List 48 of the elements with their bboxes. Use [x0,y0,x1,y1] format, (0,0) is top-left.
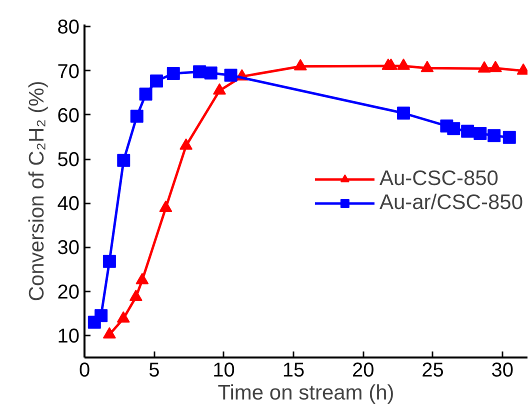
point [474,126,487,140]
point [102,254,116,268]
point [102,327,116,339]
point [384,58,398,70]
y-tick-label: 60 [57,104,80,127]
x-tick-label: 5 [148,360,160,382]
point [129,290,142,302]
point [130,110,144,123]
point [94,309,108,322]
point [420,60,434,72]
x-tick-label: 10 [212,360,235,382]
point [461,124,474,138]
point [150,74,164,88]
y-tick-label: 50 [57,149,80,172]
point [117,154,130,167]
point [488,60,502,72]
point [294,58,307,70]
y-axis-title: Conversion of C₂H₂ (%) [25,80,48,302]
point [397,58,410,70]
y-tick-label: 40 [57,193,80,216]
point [159,200,172,212]
legend-label: Au-CSC-850 [379,166,498,190]
x-tick-label: 15 [282,360,305,382]
y-tick-label: 70 [57,60,80,83]
x-tick-label: 25 [422,360,444,382]
point [166,66,180,80]
point [116,311,130,323]
y-tick-label: 10 [57,325,80,348]
point [193,65,206,78]
point [212,83,226,95]
y-tick-label: 80 [57,16,80,39]
point [136,272,149,284]
x-tick-label: 30 [491,360,514,382]
point [502,130,516,144]
point [224,68,238,82]
point [204,66,218,80]
point [447,122,460,136]
point [488,129,501,142]
y-tick-label: 30 [57,237,80,260]
y-tick-label: 20 [57,281,80,304]
point [478,61,491,73]
point [397,106,410,120]
x-tick-label: 0 [78,360,90,382]
legend-label: Au-ar/CSC-850 [379,190,523,214]
x-tick-label: 20 [352,360,374,382]
point [139,88,152,101]
x-axis-title: Time on stream (h) [218,382,394,404]
point [180,138,193,150]
